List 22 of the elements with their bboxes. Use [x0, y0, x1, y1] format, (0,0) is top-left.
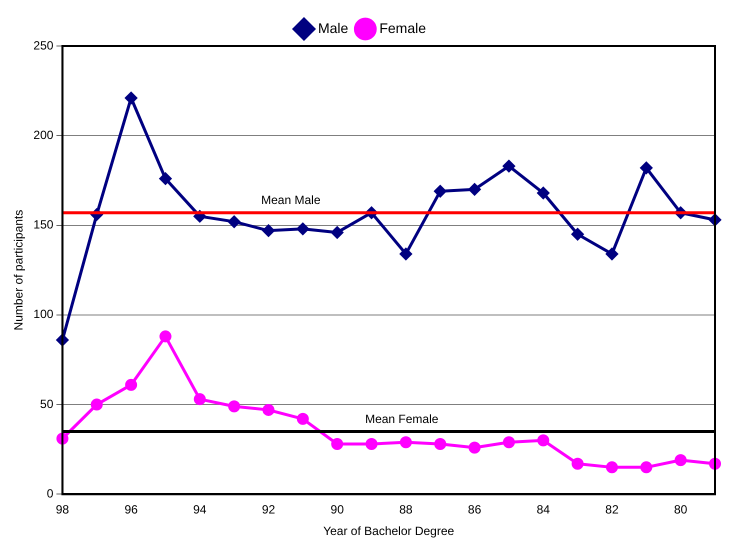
x-tick-label: 86	[468, 502, 482, 517]
x-tick-label: 88	[399, 502, 413, 517]
ref-line-label: Mean Male	[261, 193, 321, 208]
x-tick-label: 96	[124, 502, 138, 517]
x-axis-title: Year of Bachelor Degree	[323, 524, 455, 538]
x-tick-label: 90	[330, 502, 344, 517]
y-axis-title: Number of participants	[12, 210, 26, 330]
x-tick-label: 94	[193, 502, 207, 517]
y-tick-label: 150	[33, 218, 54, 232]
legend-label: Female	[379, 20, 426, 36]
x-tick-label: 80	[674, 502, 688, 517]
ref-line-label: Mean Female	[365, 412, 439, 426]
y-tick-label: 50	[40, 396, 54, 411]
legend-label: Male	[318, 20, 349, 36]
y-tick-label: 200	[33, 128, 54, 142]
y-tick-label: 0	[46, 486, 54, 501]
x-tick-label: 92	[262, 502, 276, 517]
y-tick-label: 100	[33, 307, 54, 322]
x-tick-label: 84	[536, 502, 550, 517]
x-tick-label: 82	[605, 502, 619, 517]
x-tick-label: 98	[56, 502, 70, 517]
y-tick-label: 250	[33, 38, 54, 52]
